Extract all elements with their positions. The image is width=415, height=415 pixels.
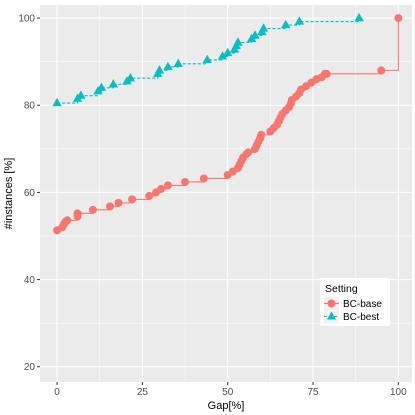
data-point-bc-base bbox=[199, 174, 208, 183]
data-point-bc-base bbox=[257, 130, 266, 139]
legend-key-marker-bc-best bbox=[327, 311, 336, 320]
data-point-bc-best bbox=[96, 82, 107, 91]
legend-label-bc-best: BC-best bbox=[343, 312, 379, 323]
data-point-bc-base bbox=[63, 216, 72, 225]
minor-gridlines bbox=[40, 5, 412, 382]
data-point-bc-best bbox=[76, 90, 86, 99]
y-tick-label: 40 bbox=[24, 275, 36, 286]
data-point-bc-best bbox=[294, 16, 305, 25]
data-point-bc-best bbox=[250, 30, 260, 39]
data-point-bc-base bbox=[377, 66, 386, 75]
data-point-bc-base bbox=[88, 205, 97, 214]
legend-key-marker-bc-base bbox=[327, 299, 336, 308]
data-point-bc-base bbox=[73, 209, 82, 218]
x-tick-label: 75 bbox=[307, 387, 319, 398]
x-tick-label: 50 bbox=[222, 387, 234, 398]
y-axis-title: #instances [%] bbox=[3, 158, 15, 230]
data-point-bc-base bbox=[105, 202, 114, 211]
data-point-bc-best bbox=[163, 61, 173, 71]
data-point-bc-base bbox=[181, 177, 190, 186]
data-point-bc-best bbox=[233, 37, 243, 46]
data-point-bc-best bbox=[202, 54, 212, 64]
x-tick-label: 25 bbox=[137, 387, 149, 398]
data-point-bc-best bbox=[258, 23, 269, 32]
data-point-bc-base bbox=[114, 198, 123, 207]
data-point-bc-base bbox=[322, 69, 331, 78]
legend-label-bc-base: BC-base bbox=[343, 299, 382, 310]
legend-title: Setting bbox=[325, 283, 358, 295]
data-point-bc-base bbox=[394, 14, 403, 23]
data-point-bc-best bbox=[52, 97, 62, 107]
tick-labels: 0 25 50 75 100 20 40 60 80 100 bbox=[18, 14, 407, 398]
data-point-bc-best bbox=[281, 19, 291, 29]
series-markers bbox=[52, 12, 403, 235]
data-point-bc-base bbox=[145, 191, 154, 200]
major-gridlines bbox=[40, 5, 412, 382]
y-tick-label: 20 bbox=[24, 362, 36, 373]
x-axis-title: Gap[%] bbox=[208, 400, 245, 412]
data-point-bc-base bbox=[157, 184, 166, 193]
data-point-bc-base bbox=[163, 181, 172, 190]
data-point-bc-best bbox=[125, 73, 136, 82]
y-tick-label: 100 bbox=[18, 14, 35, 25]
data-point-bc-best bbox=[108, 79, 119, 88]
data-point-bc-best bbox=[223, 47, 233, 57]
axis-ticks bbox=[37, 17, 399, 385]
data-point-bc-best bbox=[354, 12, 364, 22]
y-tick-label: 60 bbox=[24, 188, 36, 199]
x-tick-label: 0 bbox=[54, 387, 60, 398]
x-tick-label: 100 bbox=[390, 387, 407, 398]
legend: Setting BC-base BC-best bbox=[320, 278, 390, 326]
y-tick-label: 80 bbox=[24, 101, 36, 112]
data-point-bc-best bbox=[173, 58, 183, 67]
data-point-bc-base bbox=[244, 148, 253, 157]
data-point-bc-best bbox=[154, 65, 165, 74]
data-point-bc-base bbox=[128, 195, 137, 204]
data-point-bc-best bbox=[217, 51, 228, 60]
